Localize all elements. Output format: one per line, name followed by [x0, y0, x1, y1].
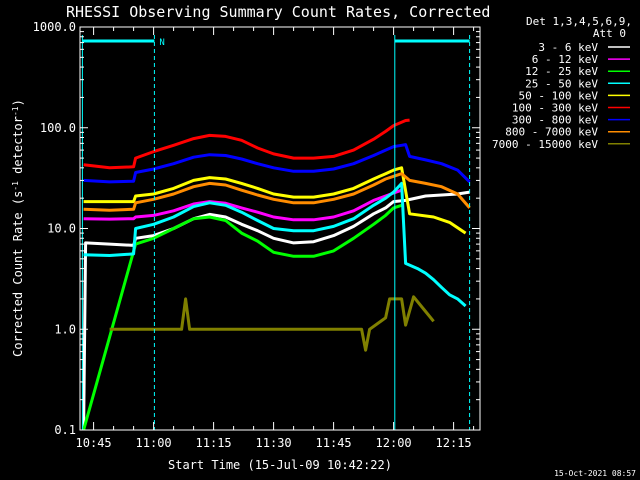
legend-label-7: 300 - 800 keV — [512, 114, 598, 127]
series-line-6 — [83, 118, 410, 170]
y-tick-label: 1000.0 — [33, 20, 76, 34]
y-tick-label: 1.0 — [54, 322, 76, 336]
axes: 0.1 1.0 10.0 100.0 1000.0 10:45 11:00 11:15 11:3… — [33, 20, 481, 450]
legend-label-2: 6 - 12 keV — [532, 53, 599, 66]
x-axis-label: Start Time (15-Jul-09 10:42:22) — [168, 458, 392, 472]
y-axis-label-sup1: -1 — [11, 181, 20, 191]
y-axis-label-main: Corrected Count Rate (s — [11, 191, 25, 357]
series-line-8 — [83, 172, 471, 212]
y-tick-label: 0.1 — [54, 423, 76, 437]
x-tick-label: 11:00 — [136, 436, 172, 450]
legend-label-1: 3 - 6 keV — [538, 41, 598, 54]
legend-label-4: 25 - 50 keV — [525, 77, 598, 90]
x-tick-label: 11:45 — [316, 436, 352, 450]
x-tick-label: 10:45 — [76, 436, 112, 450]
legend-label-9: 7000 - 15000 keV — [492, 138, 598, 151]
x-tick-label: 12:15 — [436, 436, 472, 450]
y-tick-label: 10.0 — [47, 222, 76, 236]
plot-area: N — [81, 35, 471, 431]
x-tick-label: 11:30 — [256, 436, 292, 450]
x-tick-label: 11:15 — [196, 436, 232, 450]
legend-header-2: Att 0 — [593, 27, 626, 40]
series-line-2 — [83, 188, 403, 222]
legend-header-1: Det 1,3,4,5,6,9, — [526, 15, 632, 28]
y-tick-label: 100.0 — [40, 121, 76, 135]
timestamp: 15-Oct-2021 08:57 — [554, 469, 636, 478]
series-line-9 — [109, 295, 435, 352]
chart-title: RHESSI Observing Summary Count Rates, Co… — [66, 3, 490, 21]
y-axis-label-end: ) — [11, 99, 25, 106]
legend-label-5: 50 - 100 keV — [519, 89, 599, 102]
series-line-7 — [83, 143, 471, 184]
series-line-4 — [83, 181, 467, 308]
legend-label-3: 12 - 25 keV — [525, 65, 598, 78]
x-tick-label: 12:00 — [376, 436, 412, 450]
series-line-3 — [82, 203, 403, 431]
legend-label-6: 100 - 300 keV — [512, 102, 598, 115]
y-axis-label-mid: detector — [11, 116, 25, 181]
y-axis-label: Corrected Count Rate (s-1 detector-1) — [11, 99, 25, 357]
y-axis-label-sup2: -1 — [11, 106, 20, 116]
saa-flag-label: N — [159, 38, 164, 48]
legend-label-8: 800 - 7000 keV — [505, 126, 598, 139]
